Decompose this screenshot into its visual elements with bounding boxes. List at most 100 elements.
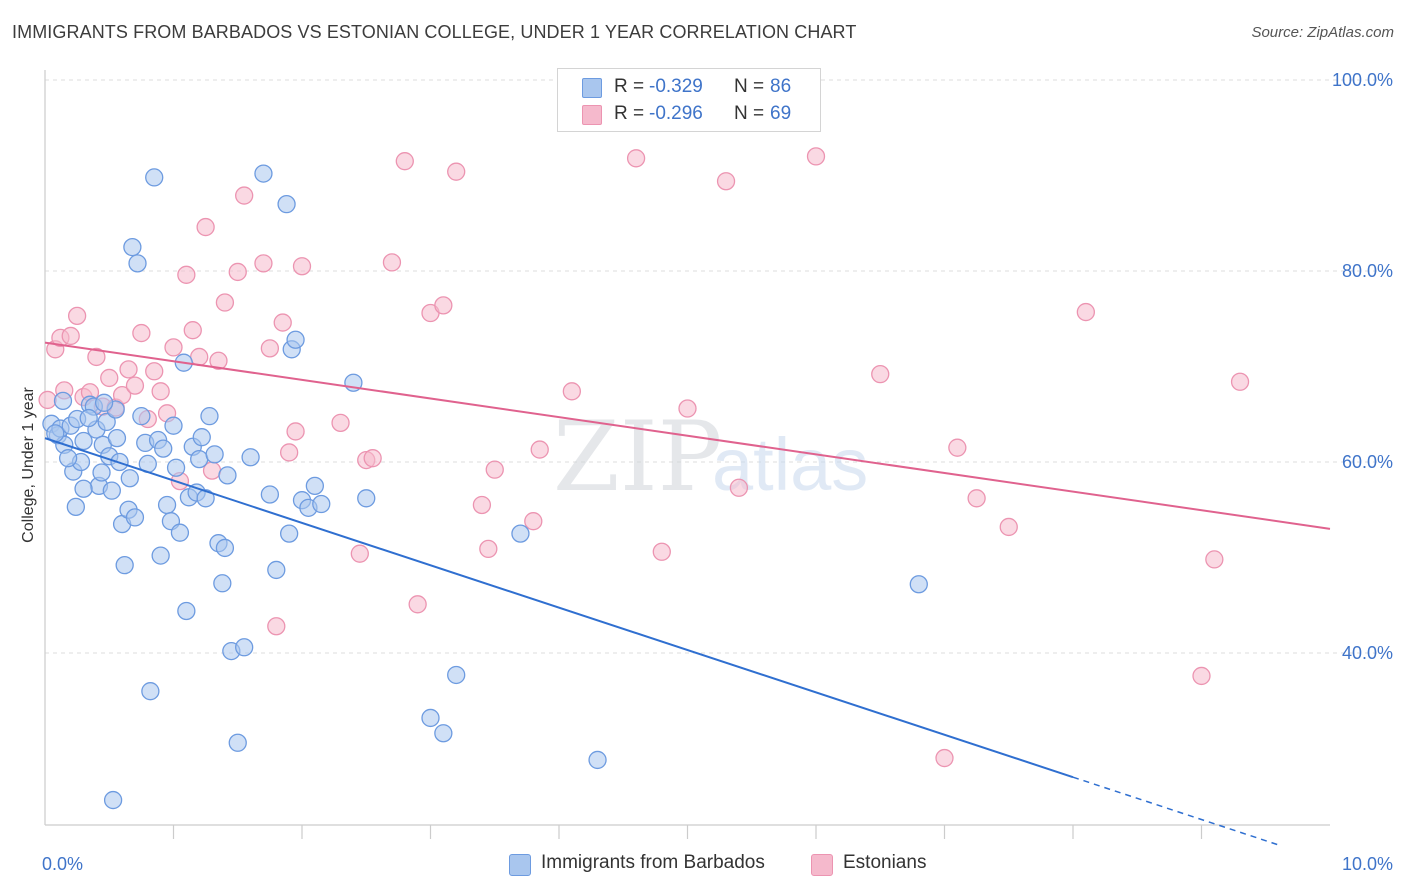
data-point: [115, 555, 134, 575]
data-point: [53, 391, 73, 411]
data-point: [164, 338, 183, 357]
data-point: [273, 313, 292, 332]
data-point: [166, 458, 186, 477]
grid-layer: [45, 79, 1380, 654]
data-point: [61, 326, 80, 346]
data-point: [260, 339, 280, 358]
y-axis-label: College, Under 1 year: [20, 387, 37, 543]
data-point: [190, 347, 209, 367]
data-point: [196, 489, 215, 508]
data-point: [94, 393, 114, 412]
data-point: [530, 440, 549, 459]
data-point: [228, 733, 247, 752]
data-point: [102, 481, 121, 500]
data-point: [74, 431, 93, 451]
data-point: [678, 399, 697, 418]
legend-r-label: R =: [614, 76, 645, 97]
data-point: [241, 448, 260, 467]
y-tick-label: 100.0%: [1332, 70, 1393, 90]
legend-swatch-blue: [509, 854, 531, 876]
data-point: [588, 750, 607, 770]
data-point: [382, 253, 402, 272]
data-point: [74, 479, 93, 498]
data-point: [196, 217, 215, 237]
data-point: [331, 413, 350, 432]
data-point: [909, 575, 928, 594]
data-point: [447, 162, 466, 181]
data-point: [192, 428, 211, 447]
x-tick-labels: 0.0% 10.0%: [42, 854, 1393, 874]
data-point: [562, 382, 581, 401]
legend-n-value: 86: [770, 76, 792, 97]
data-point: [267, 560, 286, 580]
data-point: [729, 478, 749, 497]
legend-swatch-pink: [582, 105, 602, 125]
data-point: [235, 638, 254, 657]
data-point: [806, 147, 826, 166]
data-point: [177, 265, 196, 284]
data-point: [128, 254, 147, 273]
legend-r-label: R =: [614, 103, 645, 124]
data-point: [967, 489, 986, 508]
data-point: [524, 512, 543, 531]
data-point: [120, 469, 139, 488]
legend-r-value: -0.296: [649, 103, 703, 124]
data-point: [395, 152, 414, 171]
chart-title: IMMIGRANTS FROM BARBADOS VS ESTONIAN COL…: [12, 22, 857, 42]
data-point: [363, 449, 382, 468]
data-point: [485, 460, 504, 479]
data-point: [200, 407, 219, 426]
data-point: [305, 476, 325, 496]
data-point: [145, 168, 164, 187]
data-point: [157, 495, 177, 515]
data-point: [479, 539, 498, 559]
data-point: [92, 463, 111, 482]
data-point: [103, 790, 123, 810]
series-immigrants-from-barbados: [42, 164, 928, 810]
data-point: [190, 449, 209, 469]
data-point: [935, 748, 954, 768]
x-tick-label: 0.0%: [42, 854, 83, 874]
data-point: [66, 497, 85, 517]
data-point: [58, 449, 78, 468]
data-point: [511, 524, 530, 543]
data-point: [871, 364, 890, 384]
data-point: [260, 485, 280, 504]
data-point: [164, 416, 183, 435]
legend-swatch-pink: [811, 854, 833, 876]
y-tick-label: 60.0%: [1342, 452, 1393, 472]
x-tick-label: 10.0%: [1342, 854, 1393, 874]
data-point: [254, 164, 273, 183]
data-point: [350, 544, 369, 563]
data-point: [79, 408, 98, 428]
data-point: [1205, 550, 1224, 569]
legend-r-value: -0.329: [649, 76, 703, 97]
data-point: [151, 546, 170, 565]
data-point: [472, 495, 492, 515]
data-point: [132, 407, 151, 426]
series-estonians: [38, 72, 1250, 768]
data-point: [286, 330, 305, 349]
data-point: [125, 508, 145, 527]
y-tick-label: 80.0%: [1342, 261, 1393, 281]
data-point: [279, 443, 299, 462]
data-point: [716, 172, 736, 191]
legend-n-label: N =: [734, 76, 765, 97]
data-point: [145, 362, 164, 381]
data-point: [38, 390, 57, 410]
data-point: [312, 494, 331, 514]
data-point: [286, 422, 305, 441]
data-point: [123, 237, 142, 257]
data-point: [1192, 666, 1211, 686]
trend-lines: [44, 341, 1331, 846]
data-point: [218, 466, 237, 485]
data-point: [215, 293, 235, 312]
source-label: Source: ZipAtlas.com: [1251, 24, 1394, 41]
data-point: [209, 351, 228, 370]
data-point: [948, 438, 967, 457]
data-point: [652, 542, 671, 561]
data-point: [434, 724, 453, 743]
data-point: [447, 665, 466, 685]
data-point: [292, 257, 312, 276]
data-point: [213, 574, 232, 593]
